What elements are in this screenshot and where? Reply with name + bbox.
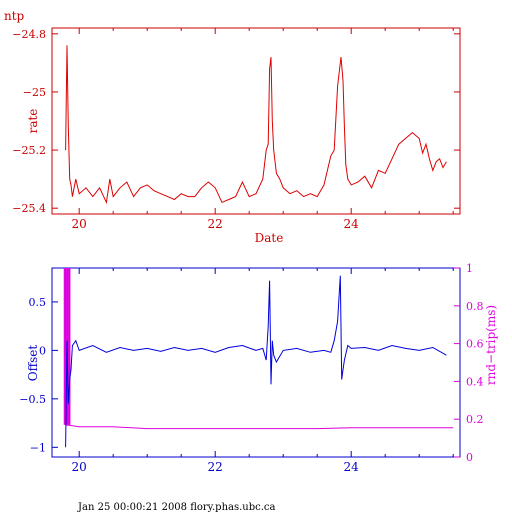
- offset-ytick-label: −0.5: [19, 393, 46, 406]
- offset-ytick-label: 0.5: [29, 296, 47, 309]
- rate-xtick-label: 24: [344, 217, 360, 231]
- offset-series-line: [65, 275, 447, 448]
- rate-chart: 20 22 24 −24.8 −25 −25.2 −25.4 rate Date: [12, 27, 461, 245]
- roundtrip-ytick-label: 0.2: [466, 413, 484, 426]
- roundtrip-ytick-label: 0.6: [466, 338, 484, 351]
- offset-ytick-label: 0: [39, 344, 46, 357]
- roundtrip-ytick-label: 0.4: [466, 375, 484, 388]
- rate-xtick-label: 22: [208, 217, 223, 231]
- offset-xtick-label: 24: [344, 460, 360, 474]
- offset-ytick-label: −1: [30, 441, 46, 454]
- roundtrip-ylabel: rnd−trip(ms): [484, 305, 498, 385]
- footer-text: Jan 25 00:00:21 2008 flory.phas.ubc.ca: [77, 502, 276, 512]
- rate-ytick-label: −25: [23, 86, 46, 99]
- roundtrip-ytick-label: 1: [466, 262, 473, 275]
- offset-xtick-label: 20: [72, 460, 87, 474]
- roundtrip-ytick-label: 0.8: [466, 300, 484, 313]
- rate-ticks: 20 22 24 −24.8 −25 −25.2 −25.4: [12, 28, 460, 231]
- offset-ylabel: Offset: [26, 345, 40, 382]
- rate-ytick-label: −24.8: [12, 28, 46, 41]
- corner-label: ntp: [4, 9, 25, 23]
- rate-ytick-label: −25.2: [12, 144, 46, 157]
- rate-ylabel: rate: [26, 109, 40, 134]
- rate-xlabel: Date: [255, 231, 284, 245]
- roundtrip-ytick-label: 0: [466, 451, 473, 464]
- offset-plot-frame: [51, 267, 461, 458]
- rate-ytick-label: −25.4: [12, 202, 46, 215]
- offset-xtick-label: 22: [208, 460, 223, 474]
- roundtrip-series-line: [65, 424, 454, 430]
- rate-xtick-label: 20: [72, 217, 87, 231]
- offset-chart: 20 22 24 0.5 0 −0.5 −1 0 0.2 0.4 0.6 0.8 1 Offset rn…: [19, 262, 498, 474]
- rate-plot-frame: [51, 27, 461, 215]
- offset-ticks: 20 22 24 0.5 0 −0.5 −1 0 0.2 0.4 0.6 0.8 1: [19, 262, 483, 474]
- rate-series-line: [65, 45, 447, 205]
